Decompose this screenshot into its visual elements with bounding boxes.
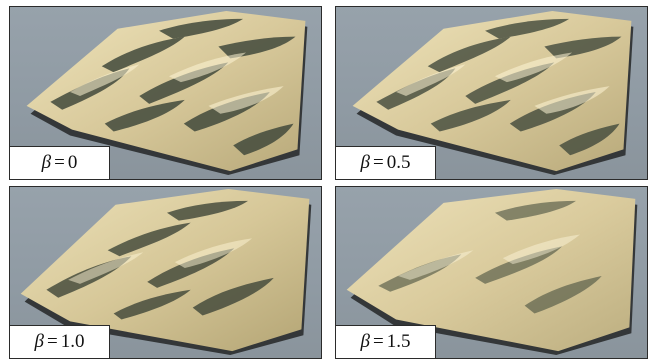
beta-value: 1.0 (60, 331, 85, 352)
terrain-panel-beta-0: β = 0 (9, 6, 322, 180)
beta-label: β = 0 (10, 146, 110, 179)
equals-sign: = (373, 331, 384, 352)
terrain-panel-beta-0.5: β = 0.5 (335, 6, 648, 180)
terrain-render (346, 188, 638, 356)
terrain-render (20, 188, 312, 356)
equals-sign: = (47, 331, 58, 352)
equals-sign: = (373, 152, 384, 173)
terrain-render (26, 10, 308, 176)
beta-value: 1.5 (386, 331, 411, 352)
beta-symbol: β (41, 152, 52, 173)
terrain-panel-beta-1.5: β = 1.5 (335, 186, 648, 359)
beta-label: β = 1.0 (10, 325, 110, 358)
terrain-panel-beta-1.0: β = 1.0 (9, 186, 322, 359)
beta-symbol: β (360, 331, 370, 352)
beta-value: 0 (67, 152, 78, 173)
equals-sign: = (54, 152, 65, 173)
beta-symbol: β (34, 331, 44, 352)
terrain-render (352, 10, 634, 176)
beta-value: 0.5 (386, 152, 411, 173)
beta-label: β = 1.5 (336, 325, 436, 358)
beta-symbol: β (360, 152, 370, 173)
beta-label: β = 0.5 (336, 146, 436, 179)
